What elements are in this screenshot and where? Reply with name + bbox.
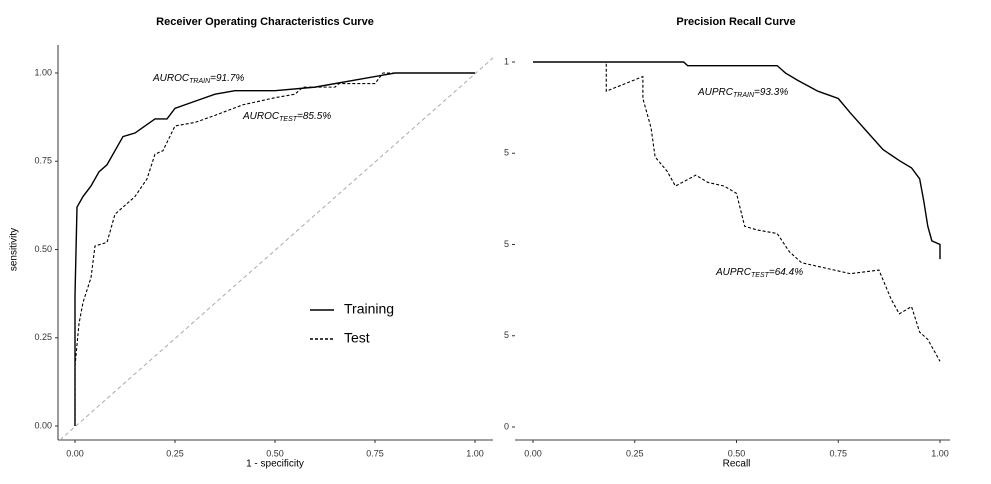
- curve: [533, 61, 941, 260]
- legend-label: Training: [344, 301, 394, 317]
- x-tick-label: 0.00: [524, 448, 542, 458]
- annotation-subscript: TRAIN: [189, 78, 211, 85]
- annotation-subscript: TRAIN: [733, 92, 755, 99]
- annotation-label: AUROC: [152, 73, 190, 84]
- annotation-value: =64.4%: [769, 267, 803, 278]
- annotation-value: =93.3%: [754, 87, 788, 98]
- y-tick-label: 0.75: [34, 156, 52, 166]
- curve: [74, 72, 475, 426]
- annotation-value: =91.7%: [210, 73, 244, 84]
- annotation-value: =85.5%: [297, 111, 331, 122]
- curve: [74, 72, 475, 426]
- curve: [533, 61, 941, 362]
- y-tick-label: 5: [504, 239, 509, 249]
- x-tick-label: 0.50: [266, 448, 284, 458]
- y-tick-label: 0.25: [34, 332, 52, 342]
- legend-label: Test: [344, 330, 370, 346]
- x-tick-label: 0.75: [829, 448, 847, 458]
- annotation: AUPRCTEST=64.4%: [715, 267, 803, 279]
- x-tick-label: 0.00: [66, 448, 84, 458]
- annotation-label: AUPRC: [715, 267, 752, 278]
- x-tick-label: 0.75: [366, 448, 384, 458]
- x-tick-label: 1.00: [931, 448, 949, 458]
- y-tick-label: 0: [504, 421, 509, 431]
- annotation: AUROCTEST=85.5%: [242, 111, 331, 123]
- annotation-label: AUROC: [242, 111, 280, 122]
- y-axis-label: sensitivity: [9, 228, 20, 271]
- x-tick-label: 1.00: [466, 448, 484, 458]
- chart-title: Precision Recall Curve: [676, 16, 795, 28]
- annotation-label: AUPRC: [697, 87, 734, 98]
- annotation-subscript: TEST: [751, 272, 770, 279]
- chart-title: Receiver Operating Characteristics Curve: [156, 16, 374, 28]
- y-tick-label: 5: [504, 148, 509, 158]
- x-axis-label: Recall: [723, 459, 751, 470]
- y-tick-label: 5: [504, 330, 509, 340]
- y-tick-label: 1: [504, 56, 509, 66]
- x-axis-label: 1 - specificity: [246, 459, 304, 470]
- y-tick-label: 1.00: [34, 67, 52, 77]
- annotation-subscript: TEST: [279, 116, 298, 123]
- annotation: AUROCTRAIN=91.7%: [152, 73, 244, 85]
- y-tick-label: 0.50: [34, 244, 52, 254]
- annotation: AUPRCTRAIN=93.3%: [697, 87, 788, 99]
- x-tick-label: 0.50: [728, 448, 746, 458]
- x-tick-label: 0.25: [166, 448, 184, 458]
- reference-line: [59, 57, 494, 441]
- y-tick-label: 0.00: [34, 420, 52, 430]
- x-tick-label: 0.25: [626, 448, 644, 458]
